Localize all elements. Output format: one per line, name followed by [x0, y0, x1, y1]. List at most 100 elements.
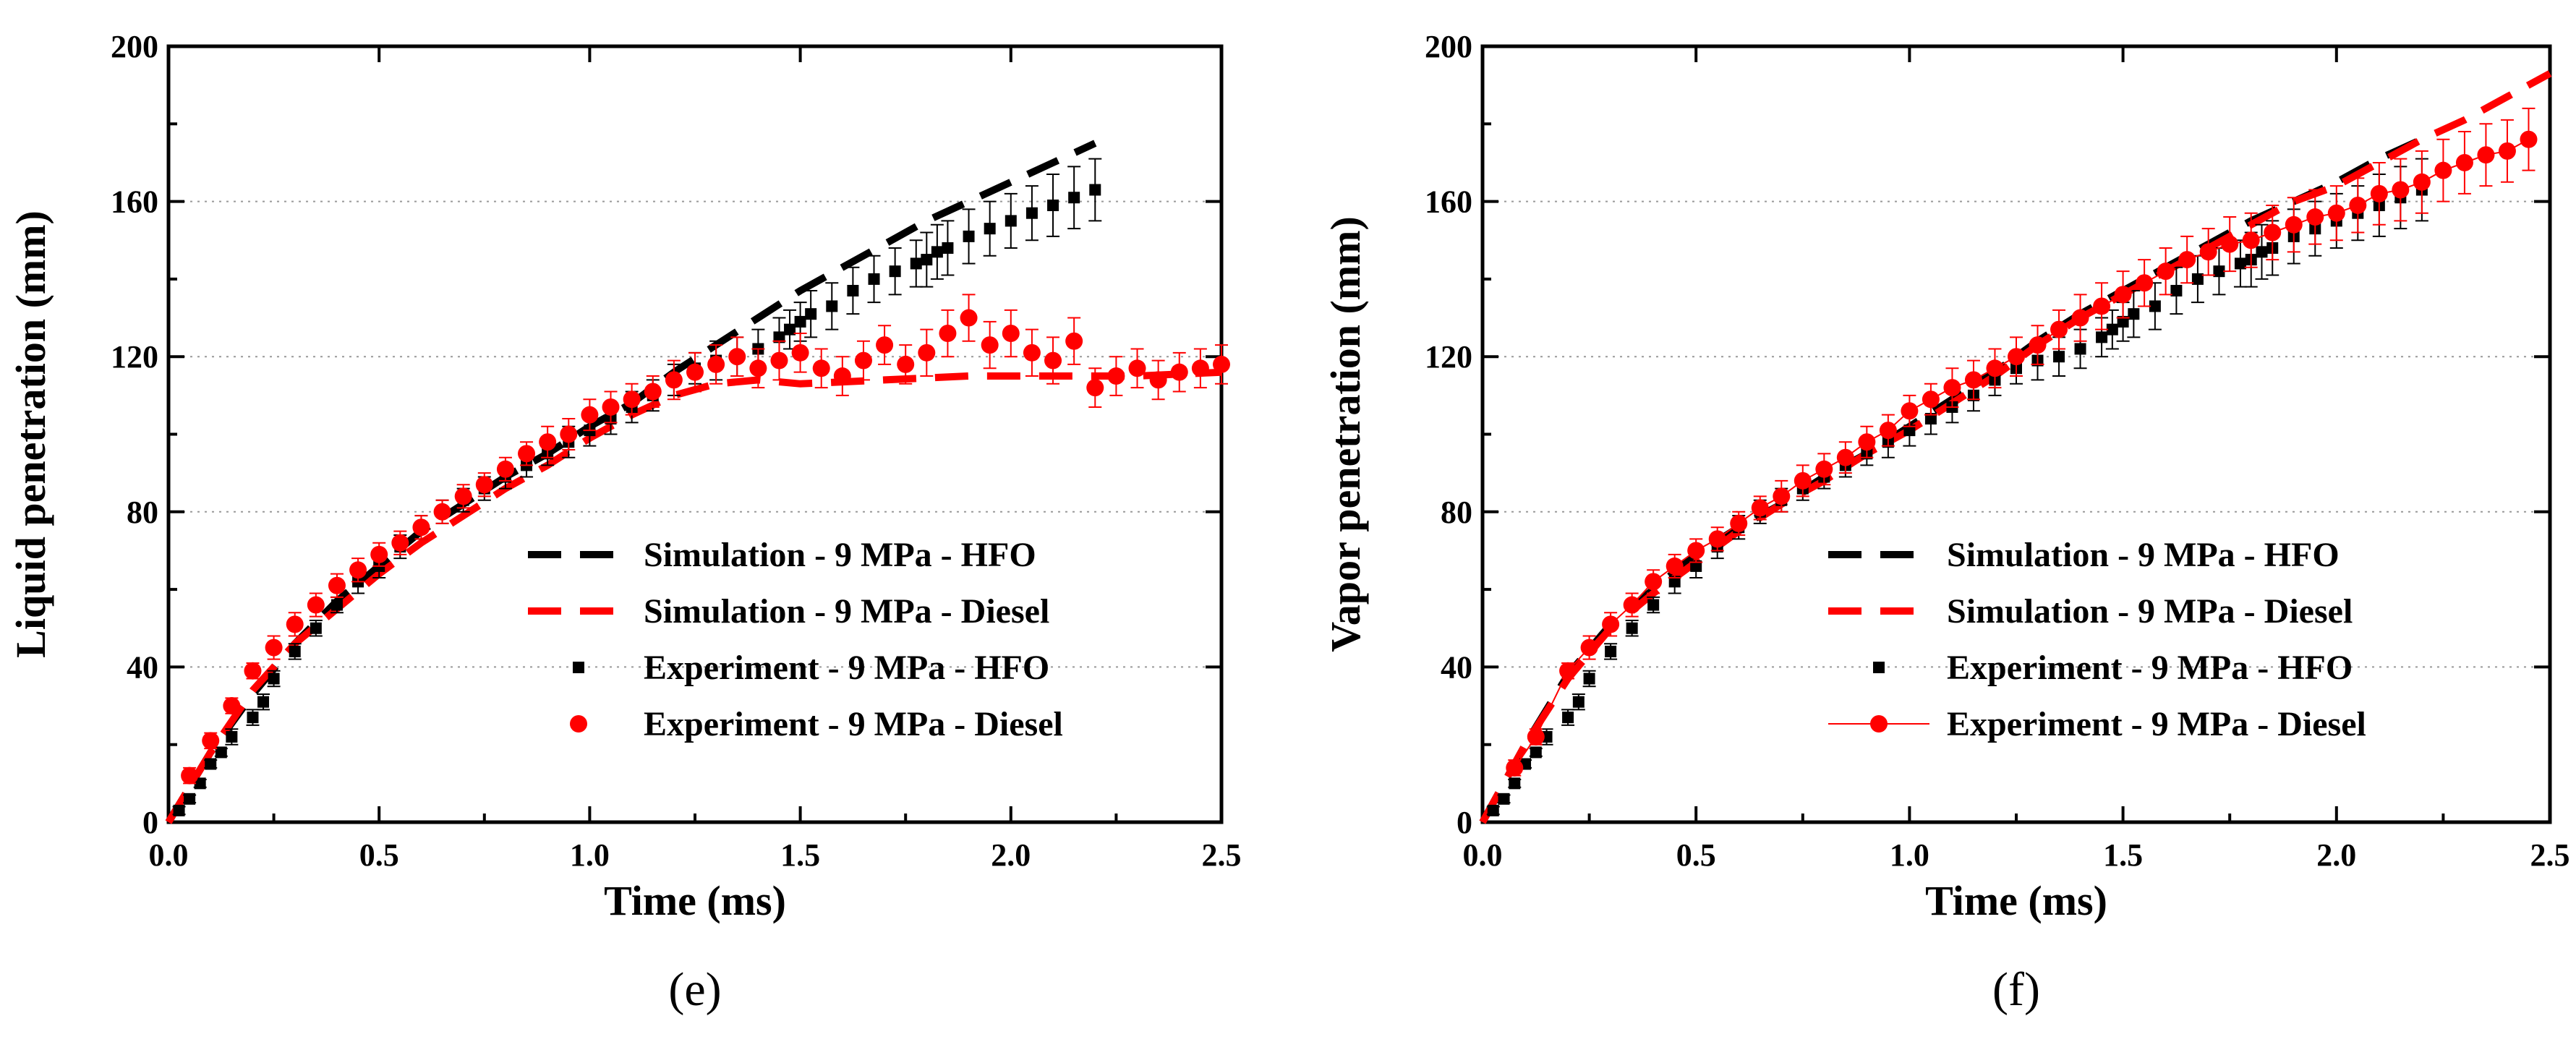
y-tick-label: 160	[111, 184, 158, 220]
legend-marker	[570, 715, 587, 733]
data-point-square	[847, 284, 859, 296]
x-tick-label: 2.0	[2316, 837, 2356, 873]
data-point-circle	[728, 348, 746, 366]
panel-label: (f)	[1992, 963, 2040, 1016]
data-point-square	[805, 308, 817, 320]
data-point-circle	[265, 639, 283, 657]
data-point-circle	[2285, 215, 2303, 234]
data-point-circle	[1191, 359, 1209, 377]
data-point-circle	[1645, 573, 1663, 591]
data-point-circle	[2136, 274, 2154, 292]
data-point-circle	[391, 534, 409, 552]
legend-label: Simulation - 9 MPa - HFO	[644, 536, 1036, 574]
data-point-circle	[2178, 251, 2196, 269]
data-point-square	[794, 315, 806, 328]
data-point-circle	[1794, 471, 1812, 490]
x-tick-label: 1.0	[1890, 837, 1929, 873]
legend-label: Experiment - 9 MPa - Diesel	[1947, 705, 2366, 743]
data-point-circle	[897, 355, 915, 373]
data-point-circle	[1623, 596, 1641, 614]
y-tick-label: 0	[1457, 805, 1472, 840]
data-point-circle	[2477, 146, 2495, 164]
y-tick-label: 80	[1441, 495, 1472, 530]
data-point-square	[942, 242, 954, 254]
data-point-square	[268, 672, 280, 685]
x-tick-label: 1.5	[780, 837, 820, 873]
y-tick-label: 200	[1425, 29, 1472, 64]
x-tick-label: 0.5	[359, 837, 399, 873]
data-point-circle	[2157, 262, 2175, 281]
data-point-square	[1668, 576, 1681, 588]
legend-label: Simulation - 9 MPa - Diesel	[644, 592, 1049, 631]
data-point-circle	[1213, 355, 1230, 373]
data-point-circle	[307, 596, 325, 614]
y-tick-label: 200	[111, 29, 158, 64]
data-point-circle	[686, 363, 704, 381]
data-point-square	[2074, 343, 2086, 355]
y-tick-label: 120	[111, 339, 158, 375]
data-point-circle	[2242, 231, 2260, 249]
data-point-square	[247, 712, 259, 724]
data-point-circle	[1023, 343, 1041, 362]
data-point-square	[2256, 246, 2268, 258]
data-point-square	[931, 246, 943, 258]
data-point-square	[963, 230, 975, 242]
data-point-circle	[223, 697, 241, 715]
data-point-circle	[770, 351, 788, 370]
legend-label: Experiment - 9 MPa - Diesel	[644, 705, 1063, 743]
data-point-circle	[665, 371, 683, 389]
data-point-circle	[1086, 379, 1104, 397]
data-point-square	[2117, 315, 2129, 328]
data-point-square	[2234, 257, 2246, 270]
y-tick-label: 120	[1425, 339, 1472, 375]
data-point-square	[1572, 696, 1585, 708]
data-point-circle	[1044, 351, 1062, 370]
data-point-circle	[2434, 161, 2452, 179]
data-point-circle	[2050, 320, 2068, 338]
data-point-square	[2096, 331, 2108, 343]
data-point-circle	[2071, 309, 2089, 327]
data-point-circle	[202, 732, 220, 750]
data-point-square	[1605, 645, 1617, 657]
data-point-circle	[918, 343, 936, 362]
legend-label: Experiment - 9 MPa - HFO	[644, 649, 1049, 687]
data-point-circle	[1666, 557, 1684, 575]
data-point-circle	[1836, 448, 1854, 466]
data-point-circle	[1751, 499, 1769, 517]
data-point-circle	[1879, 422, 1897, 440]
data-point-circle	[496, 460, 514, 478]
x-tick-label: 1.5	[2103, 837, 2143, 873]
data-point-circle	[1922, 390, 1940, 409]
legend-marker	[1873, 662, 1885, 673]
data-point-square	[1647, 599, 1660, 611]
data-point-circle	[475, 476, 493, 494]
data-point-square	[289, 645, 301, 657]
y-tick-label: 160	[1425, 184, 1472, 220]
data-point-square	[910, 257, 922, 270]
data-point-circle	[433, 503, 451, 521]
data-point-circle	[454, 487, 472, 505]
data-point-square	[826, 300, 838, 312]
data-point-square	[226, 730, 238, 743]
data-point-square	[2128, 308, 2140, 320]
data-point-circle	[518, 445, 536, 463]
data-point-circle	[581, 406, 599, 424]
data-point-circle	[2221, 235, 2239, 253]
data-point-circle	[2306, 208, 2324, 226]
data-point-circle	[2093, 297, 2111, 315]
data-point-circle	[981, 336, 999, 354]
data-point-square	[1487, 804, 1499, 816]
panel-label: (e)	[668, 963, 721, 1016]
data-point-square	[330, 599, 343, 611]
data-point-circle	[812, 359, 830, 377]
x-tick-label: 0.5	[1676, 837, 1716, 873]
data-point-square	[868, 273, 880, 285]
data-point-circle	[707, 355, 725, 373]
y-tick-label: 0	[142, 805, 158, 840]
x-tick-label: 0.0	[149, 837, 189, 873]
data-point-square	[1089, 184, 1101, 196]
x-axis-label: Time (ms)	[1925, 877, 2107, 924]
data-point-square	[1005, 215, 1017, 227]
data-point-square	[310, 622, 322, 634]
data-point-circle	[749, 359, 767, 377]
